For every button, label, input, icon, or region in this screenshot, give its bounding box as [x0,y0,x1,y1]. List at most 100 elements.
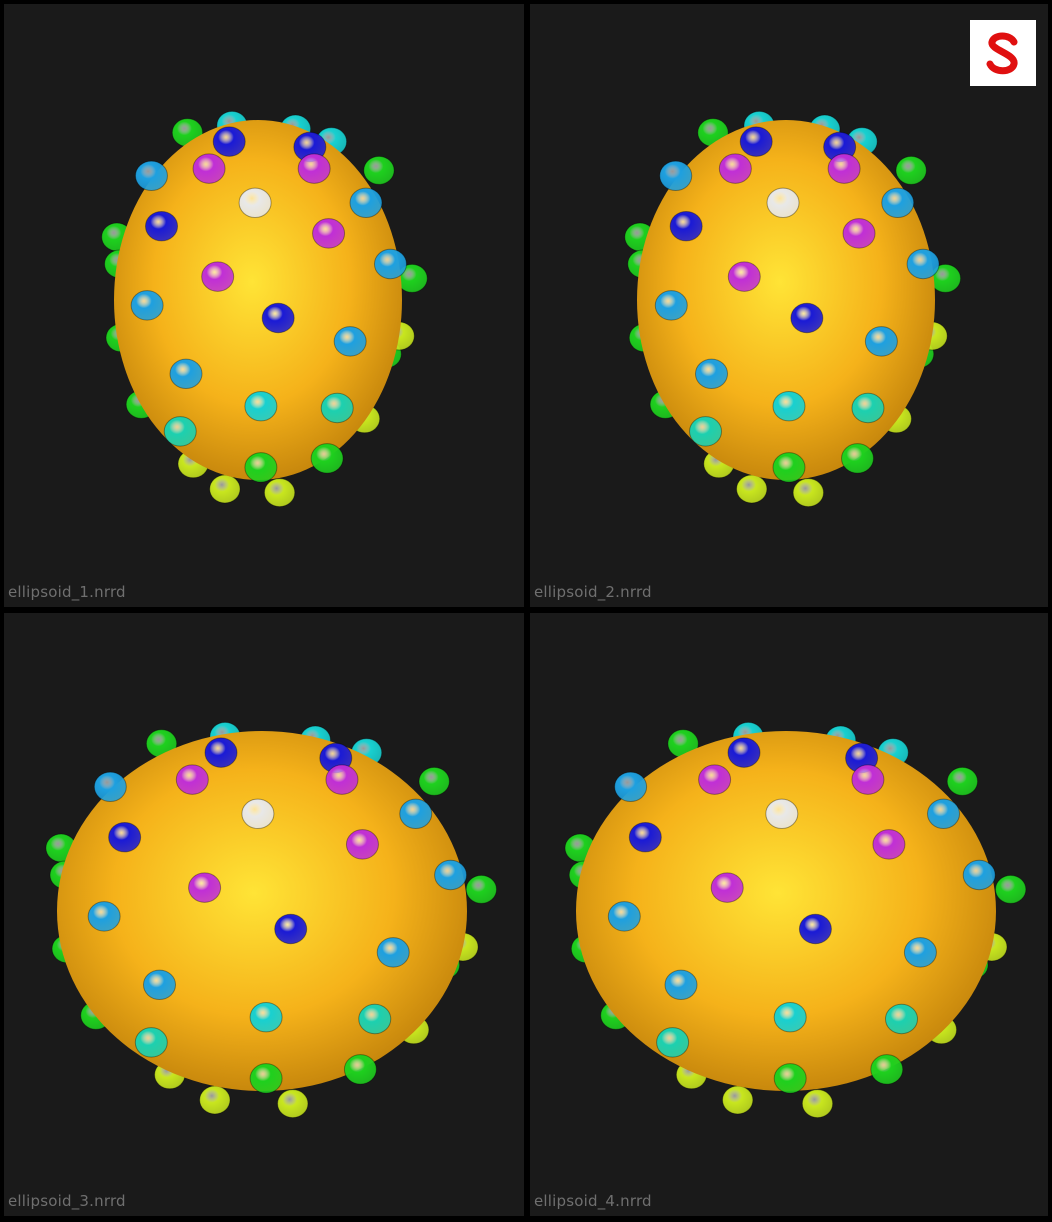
particle-l [349,187,383,219]
particle-m [710,872,744,903]
particle-c [773,1001,807,1033]
particle-b [212,126,246,157]
particle-l [962,859,996,891]
particle-white [765,798,799,830]
ellipsoid-surface [114,120,402,480]
render-canvas[interactable] [530,4,1048,607]
particle-l [664,969,698,1001]
particle-l [130,290,164,321]
particle-m [698,764,732,795]
particle-l [906,248,940,280]
particle-l [376,937,410,968]
particle-g [895,155,927,185]
particle-m [842,218,876,249]
particle-b [145,210,179,242]
particle-m [188,872,222,903]
particle-g [249,1063,283,1094]
particle-m [345,829,379,860]
particle-b [261,302,295,334]
particle-t [885,1003,918,1035]
particle-l [333,326,367,357]
particle-y [277,1089,309,1119]
particle-l [903,937,937,968]
particle-l [654,290,688,321]
particle-b [204,737,238,768]
particle-m [827,153,861,184]
particle-g [773,1063,807,1094]
particle-g [870,1054,904,1085]
viewport-label: ellipsoid_4.nrrd [534,1192,652,1210]
particle-t [656,1027,690,1058]
ellipsoid-surface [57,731,467,1091]
particle-b [790,302,824,334]
particle-m [192,153,226,184]
particle-b [727,737,761,768]
particle-white [766,187,800,219]
particle-g [244,452,278,483]
particle-m [718,153,752,184]
particle-l [434,859,468,891]
particle-b [274,913,308,945]
particle-t [320,392,354,424]
viewport-label: ellipsoid_1.nrrd [8,583,126,601]
particle-y [792,478,825,508]
particle-g [310,443,344,474]
particle-l [695,358,728,390]
particle-g [465,874,498,904]
particle-g [995,874,1027,904]
ellipsoid-surface [637,120,935,480]
particle-l [881,187,915,219]
particle-c [244,390,278,422]
particle-g [841,443,875,474]
viewport-4[interactable]: ellipsoid_4.nrrd [530,613,1048,1216]
particle-b [108,821,142,853]
particle-l [927,798,960,830]
particle-l [659,160,693,192]
particle-t [134,1027,168,1058]
particle-m [312,218,346,249]
particle-y [722,1085,754,1115]
particle-g [363,155,395,185]
viewport-label: ellipsoid_2.nrrd [534,583,652,601]
particle-m [727,261,761,292]
particle-m [872,829,906,860]
particle-l [373,248,407,280]
particle-m [851,764,885,795]
logo-icon [970,20,1036,86]
particle-t [358,1003,392,1035]
viewport-label: ellipsoid_3.nrrd [8,1192,126,1210]
particle-b [628,821,662,853]
particle-c [772,390,806,422]
render-canvas[interactable] [4,4,524,607]
particle-white [241,798,275,830]
particle-l [93,771,127,803]
render-canvas[interactable] [4,613,524,1216]
particle-m [175,764,209,795]
particle-y [199,1085,231,1115]
particle-y [209,474,241,504]
particle-t [163,416,197,447]
viewport-2[interactable]: ellipsoid_2.nrrd [530,4,1048,607]
viewport-3[interactable]: ellipsoid_3.nrrd [4,613,524,1216]
viewport-1[interactable]: ellipsoid_1.nrrd [4,4,524,607]
particle-y [263,478,296,508]
particle-m [297,153,331,184]
particle-l [607,901,641,932]
particle-y [736,474,768,504]
particle-l [614,771,648,803]
particle-l [864,326,898,357]
particle-y [801,1089,834,1119]
particle-b [669,210,703,242]
particle-g [418,766,450,796]
particle-b [739,126,773,157]
particle-g [343,1054,377,1085]
ellipsoid-surface [576,731,996,1091]
particle-g [946,766,979,796]
particle-m [201,261,235,292]
particle-l [87,901,121,932]
particle-t [851,392,885,424]
particle-l [143,969,176,1001]
particle-l [134,160,168,192]
render-canvas[interactable] [530,613,1048,1216]
